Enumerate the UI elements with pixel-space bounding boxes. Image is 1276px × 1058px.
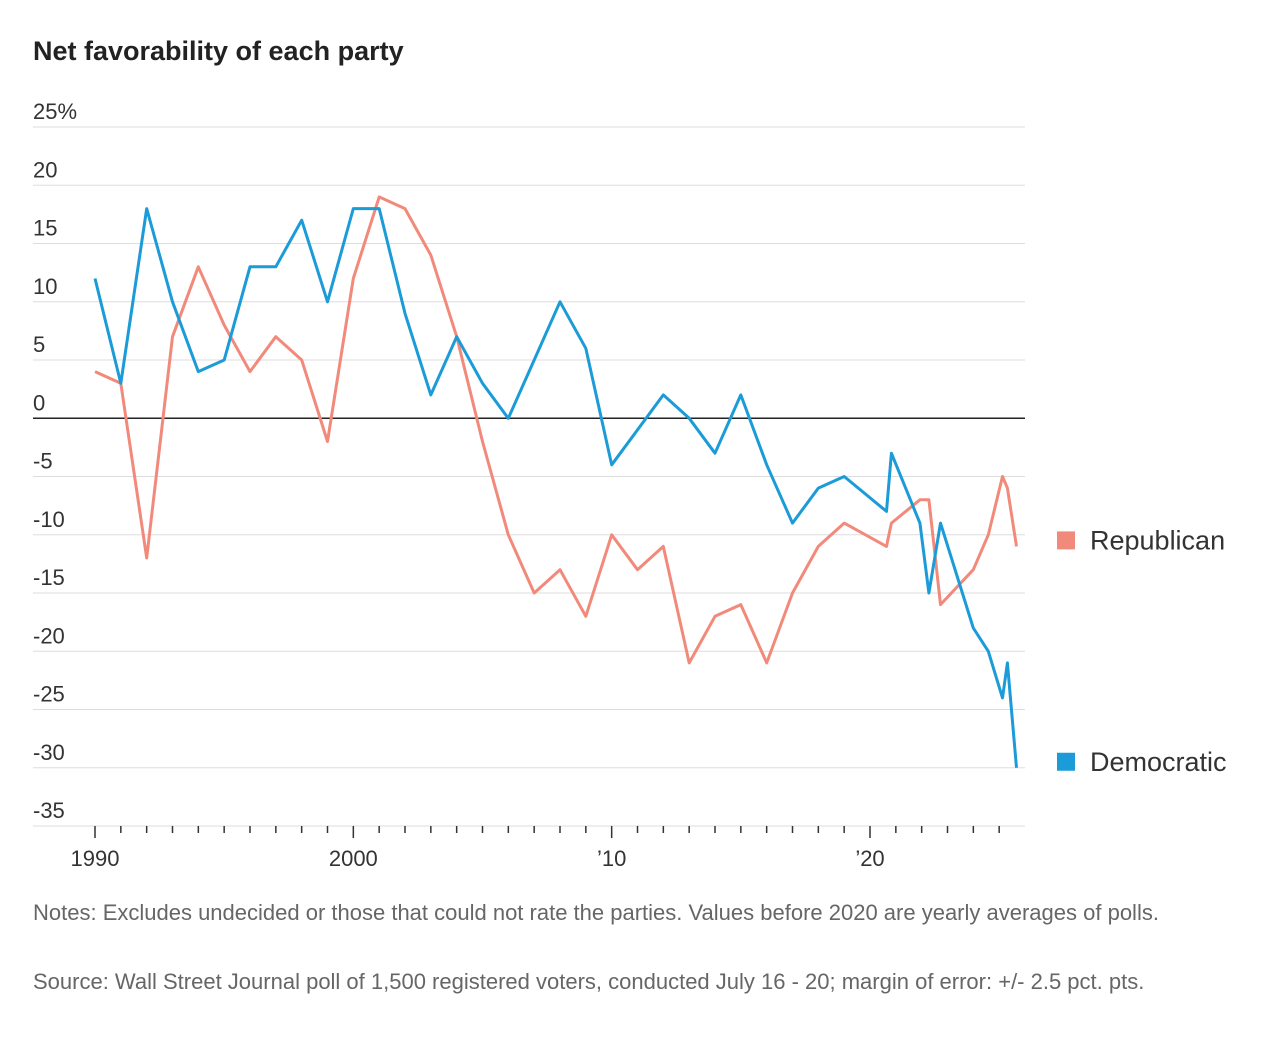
legend-swatch (1057, 531, 1075, 550)
y-tick-label: 5 (33, 332, 45, 357)
source: Source: Wall Street Journal poll of 1,50… (33, 969, 1145, 994)
legend-label: Republican (1090, 525, 1225, 555)
legend-label: Democratic (1090, 747, 1227, 777)
y-tick-label: -5 (33, 449, 53, 474)
y-tick-label: -25 (33, 682, 65, 707)
chart: Net favorability of each party 25% 20 15 10… (33, 36, 1227, 871)
y-tick-label: -20 (33, 623, 65, 648)
series-line (94, 195, 1018, 665)
x-tick-label: ’20 (855, 846, 884, 871)
notes: Notes: Excludes undecided or those that … (33, 900, 1159, 925)
y-tick-label: 0 (33, 390, 45, 415)
x-tick-label: 1990 (71, 846, 120, 871)
y-tick-label: 15 (33, 216, 57, 241)
x-tick-label: 2000 (329, 846, 378, 871)
chart-title: Net favorability of each party (33, 36, 404, 66)
y-tick-label: 20 (33, 157, 57, 182)
y-tick-label: -30 (33, 740, 65, 765)
y-tick-label: 10 (33, 274, 57, 299)
y-tick-label: 25% (33, 99, 77, 124)
y-tick-label: -10 (33, 507, 65, 532)
y-tick-label: -35 (33, 798, 65, 823)
series-line (93, 207, 1018, 768)
y-tick-label: -15 (33, 565, 65, 590)
legend-swatch (1057, 752, 1075, 771)
x-tick-label: ’10 (597, 846, 626, 871)
